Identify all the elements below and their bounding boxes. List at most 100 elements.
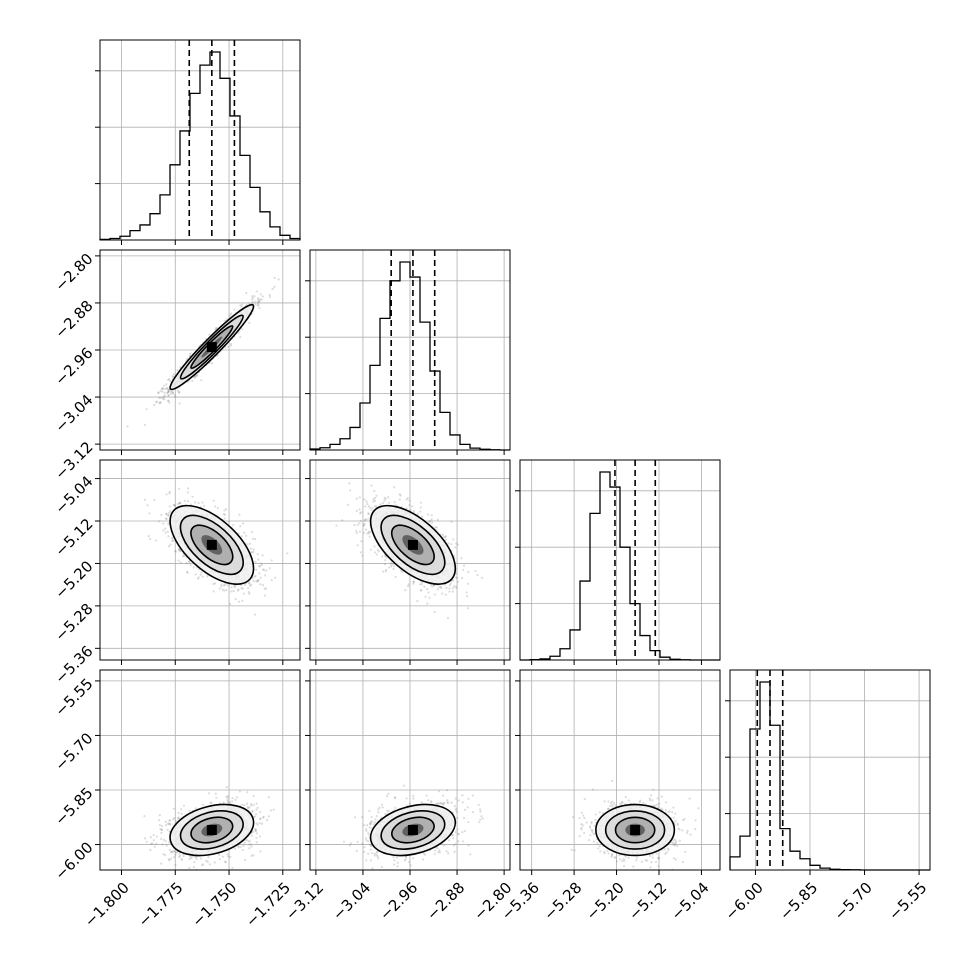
scatter-point <box>452 538 455 541</box>
scatter-point <box>168 505 171 508</box>
scatter-point <box>206 860 209 863</box>
scatter-point <box>467 607 470 610</box>
scatter-point <box>250 583 253 586</box>
scatter-point <box>194 501 197 504</box>
scatter-point <box>167 389 170 392</box>
scatter-point <box>232 589 235 593</box>
scatter-point <box>231 797 234 800</box>
scatter-point <box>368 535 371 538</box>
scatter-point <box>248 542 252 545</box>
scatter-point <box>381 555 384 558</box>
scatter-point <box>255 808 258 811</box>
scatter-point <box>145 408 148 411</box>
scatter-point <box>362 531 365 534</box>
scatter-point <box>455 542 458 545</box>
scatter-point <box>419 506 422 509</box>
scatter-point <box>406 496 409 500</box>
scatter-point <box>165 387 169 391</box>
scatter-point <box>149 842 153 845</box>
scatter-point <box>410 505 414 508</box>
scatter-point <box>234 798 237 801</box>
scatter-point <box>445 586 448 590</box>
scatter-point <box>220 583 223 586</box>
scatter-point <box>256 579 259 582</box>
scatter-point <box>399 569 403 572</box>
scatter-point <box>163 395 166 398</box>
scatter-point <box>228 315 231 318</box>
scatter-point <box>167 858 170 861</box>
density-peak <box>407 539 418 550</box>
scatter-point <box>433 611 436 614</box>
scatter-point <box>371 506 374 509</box>
scatter-point <box>373 545 376 548</box>
scatter-point <box>257 579 260 582</box>
scatter-point <box>162 396 165 399</box>
scatter-point <box>188 857 191 861</box>
scatter-point <box>240 535 243 538</box>
scatter-point <box>252 537 255 540</box>
scatter-point <box>254 828 257 831</box>
scatter-point <box>177 548 181 551</box>
scatter-point <box>346 503 349 506</box>
scatter-point <box>174 550 177 553</box>
scatter-point <box>400 570 404 574</box>
scatter-point <box>254 613 257 616</box>
scatter-point <box>226 584 229 587</box>
scatter-point <box>248 321 251 324</box>
scatter-point <box>271 287 274 291</box>
scatter-point <box>230 342 233 345</box>
scatter-point <box>254 830 257 833</box>
scatter-point <box>418 510 422 513</box>
scatter-point <box>238 513 241 516</box>
scatter-point <box>450 543 453 546</box>
scatter-point <box>254 538 257 541</box>
scatter-point <box>207 792 211 795</box>
scatter-point <box>455 576 459 579</box>
scatter-point <box>277 278 280 281</box>
scatter-point <box>248 847 251 850</box>
scatter-point <box>359 551 362 554</box>
scatter-point <box>366 532 369 535</box>
scatter-point <box>255 813 258 816</box>
scatter-point <box>157 819 161 822</box>
scatter-point <box>178 854 182 857</box>
scatter-point <box>462 564 466 567</box>
scatter-point <box>171 391 174 394</box>
scatter-point <box>215 327 218 330</box>
scatter-point <box>256 553 259 556</box>
scatter-point <box>233 308 236 311</box>
scatter-point <box>179 561 182 564</box>
scatter-point <box>252 580 255 583</box>
scatter-point <box>180 808 183 811</box>
scatter-point <box>154 539 157 542</box>
scatter-point <box>166 378 170 382</box>
scatter-point <box>172 503 176 507</box>
scatter-point <box>452 587 455 590</box>
scatter-point <box>165 383 168 386</box>
scatter-point <box>227 345 230 348</box>
scatter-point <box>162 522 165 525</box>
scatter-point <box>157 391 160 394</box>
scatter-point <box>229 313 232 316</box>
histogram-step-1 <box>309 261 510 451</box>
scatter-point <box>269 295 272 299</box>
scatter-point <box>456 543 459 546</box>
scatter-point <box>228 602 232 606</box>
scatter-point <box>259 293 262 296</box>
scatter-point <box>442 535 445 539</box>
scatter-point <box>460 557 463 560</box>
scatter-point <box>171 375 174 378</box>
scatter-point <box>161 843 164 846</box>
scatter-point <box>370 508 373 511</box>
scatter-point <box>183 554 186 557</box>
scatter-point <box>426 602 429 605</box>
scatter-point <box>261 295 265 298</box>
scatter-point <box>353 523 356 527</box>
scatter-point <box>178 391 181 394</box>
scatter-point <box>446 616 450 620</box>
scatter-point <box>239 336 242 339</box>
scatter-point <box>161 390 164 393</box>
scatter-point <box>372 498 375 501</box>
scatter-point <box>423 585 426 588</box>
scatter-point <box>243 583 246 586</box>
